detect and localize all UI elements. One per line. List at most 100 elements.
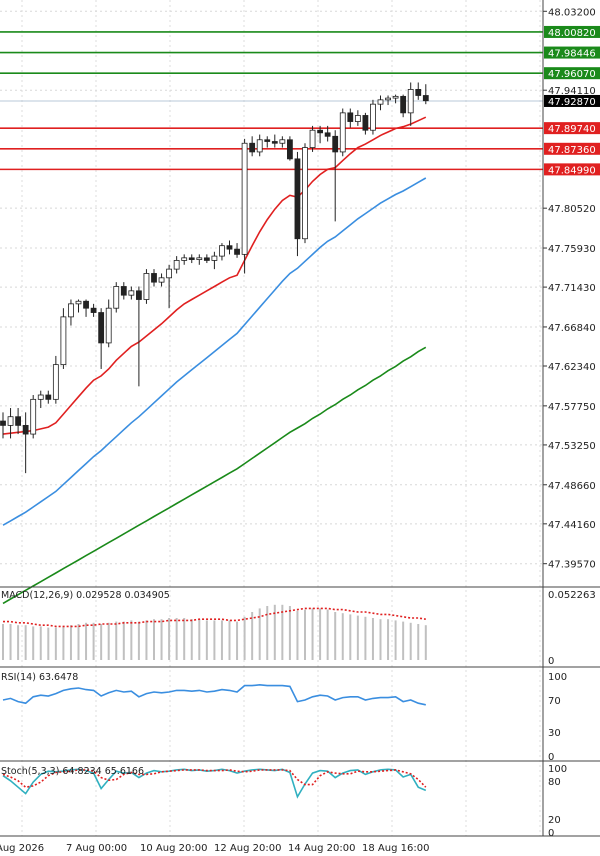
- rsi-level-label: 100: [548, 672, 567, 683]
- bullish-candle-body: [256, 139, 263, 153]
- support-level-price-tag: [544, 163, 600, 176]
- stoch-level-label: 80: [548, 777, 561, 788]
- rsi-level-label: 30: [548, 728, 561, 739]
- bullish-candle-body: [196, 257, 203, 260]
- bullish-candle-body: [302, 147, 308, 240]
- bearish-candle-body: [203, 257, 210, 261]
- macd-signal-line: [3, 607, 426, 628]
- bullish-candle-body: [279, 139, 286, 144]
- rsi-level-label: 70: [548, 696, 561, 707]
- bullish-candle-body: [128, 290, 135, 296]
- bullish-candle-body: [7, 416, 14, 426]
- panel-frames: [0, 0, 600, 837]
- grid: [0, 0, 543, 836]
- time-axis: Aug 2026 7 Aug 00:00 10 Aug 20:00 12 Aug 20…: [0, 843, 429, 854]
- bullish-candle-body: [113, 286, 120, 309]
- time-axis-label: 10 Aug 20:00: [140, 843, 207, 854]
- bullish-candle-body: [377, 99, 384, 105]
- bullish-candle-body: [75, 300, 82, 305]
- macd-label: MACD(12,26,9) 0.029528 0.034905: [1, 590, 170, 601]
- stoch-level-label: 100: [548, 764, 567, 775]
- support-level-price-label: 47.87360: [548, 145, 596, 156]
- macd-scale-zero: 0: [548, 656, 554, 667]
- bullish-candle-body: [30, 398, 37, 435]
- bullish-candle-body: [339, 112, 346, 153]
- bearish-candle-body: [151, 273, 157, 283]
- bullish-candle-body: [68, 303, 74, 318]
- bearish-candle-body: [249, 142, 256, 153]
- support-level-price-tag: [544, 142, 600, 155]
- bullish-candle-body: [166, 268, 173, 279]
- bearish-candle-body: [188, 257, 195, 260]
- bearish-candle-body: [400, 95, 407, 114]
- bearish-candle-body: [83, 300, 89, 309]
- bearish-candle-body: [294, 158, 301, 240]
- bullish-candle-body: [241, 142, 248, 255]
- bullish-candle-body: [105, 307, 112, 344]
- bearish-candle-body: [286, 139, 293, 160]
- bearish-candle-body: [90, 307, 97, 313]
- bearish-candle-body: [120, 286, 127, 296]
- stoch-d-line: [2, 769, 427, 789]
- stoch-label: Stoch(5,3,3) 64.8234 65.6166: [1, 766, 144, 777]
- price-tick-label: 48.03200: [548, 7, 596, 18]
- bearish-candle-body: [98, 312, 105, 344]
- rsi-level-label: 0: [548, 752, 554, 763]
- bearish-candle-body: [422, 95, 429, 102]
- support-level-price-label: 47.84990: [548, 165, 596, 176]
- bullish-candle-body: [309, 129, 316, 148]
- bullish-candle-body: [370, 103, 376, 131]
- resistance-level-price-label: 48.00820: [548, 28, 596, 39]
- moving-average-slow-line: [2, 346, 427, 605]
- bullish-candle-body: [60, 316, 67, 366]
- resistance-level-price-tag: [544, 25, 600, 38]
- bullish-candle-body: [181, 257, 188, 261]
- bearish-candle-body: [415, 89, 422, 96]
- bearish-candle-body: [0, 420, 6, 426]
- bearish-candle-body: [226, 245, 233, 250]
- resistance-level-price-tag: [544, 46, 600, 59]
- rsi-label: RSI(14) 63.6478: [1, 672, 78, 683]
- macd-scale-top: 0.052263: [548, 590, 596, 601]
- time-axis-label: 7 Aug 00:00: [66, 843, 127, 854]
- time-axis-label: 12 Aug 20:00: [214, 843, 281, 854]
- price-tick-label: 47.80520: [548, 204, 596, 215]
- price-tick-label: 47.62340: [548, 362, 596, 373]
- resistance-level-price-tag: [544, 67, 600, 80]
- bearish-candle-body: [22, 424, 29, 435]
- moving-average-fast-line: [2, 116, 427, 435]
- price-tick-label: 47.94110: [548, 86, 596, 97]
- rsi-line: [2, 683, 426, 706]
- main-price-panel: [0, 31, 543, 605]
- bullish-candle-body: [52, 364, 59, 400]
- current-price-tag: [544, 94, 600, 107]
- current-price-label: 47.92870: [548, 97, 596, 108]
- bullish-candle-body: [173, 260, 180, 270]
- bearish-candle-body: [15, 416, 22, 426]
- bullish-candle-body: [211, 255, 218, 261]
- bearish-candle-body: [45, 394, 52, 400]
- bullish-candle-body: [37, 394, 44, 400]
- bearish-candle-body: [324, 132, 331, 137]
- price-tick-label: 47.44160: [548, 520, 596, 531]
- price-tick-label: 47.75930: [548, 244, 596, 255]
- bearish-candle-body: [271, 141, 278, 144]
- bullish-candle-body: [354, 115, 361, 122]
- price-tick-label: 47.71430: [548, 283, 596, 294]
- moving-average-mid-line: [2, 177, 427, 526]
- bearish-candle-body: [317, 129, 324, 134]
- bearish-candle-body: [347, 112, 354, 122]
- price-tick-label: 47.57750: [548, 402, 596, 413]
- price-tick-label: 47.66840: [548, 323, 596, 334]
- support-level-price-tag: [544, 122, 600, 135]
- time-axis-label: Aug 2026: [0, 843, 44, 854]
- bearish-candle-body: [234, 248, 240, 255]
- bearish-candle-body: [362, 115, 369, 131]
- rsi-panel: RSI(14) 63.6478 100 70 30 0: [1, 672, 567, 763]
- bearish-candle-body: [264, 139, 271, 142]
- resistance-level-price-label: 47.96070: [548, 69, 596, 80]
- price-tick-label: 47.48660: [548, 481, 596, 492]
- stoch-level-label: 20: [548, 815, 561, 826]
- price-axis: 48.03200 47.94110 47.80520 47.75930 47.71430…: [543, 7, 600, 571]
